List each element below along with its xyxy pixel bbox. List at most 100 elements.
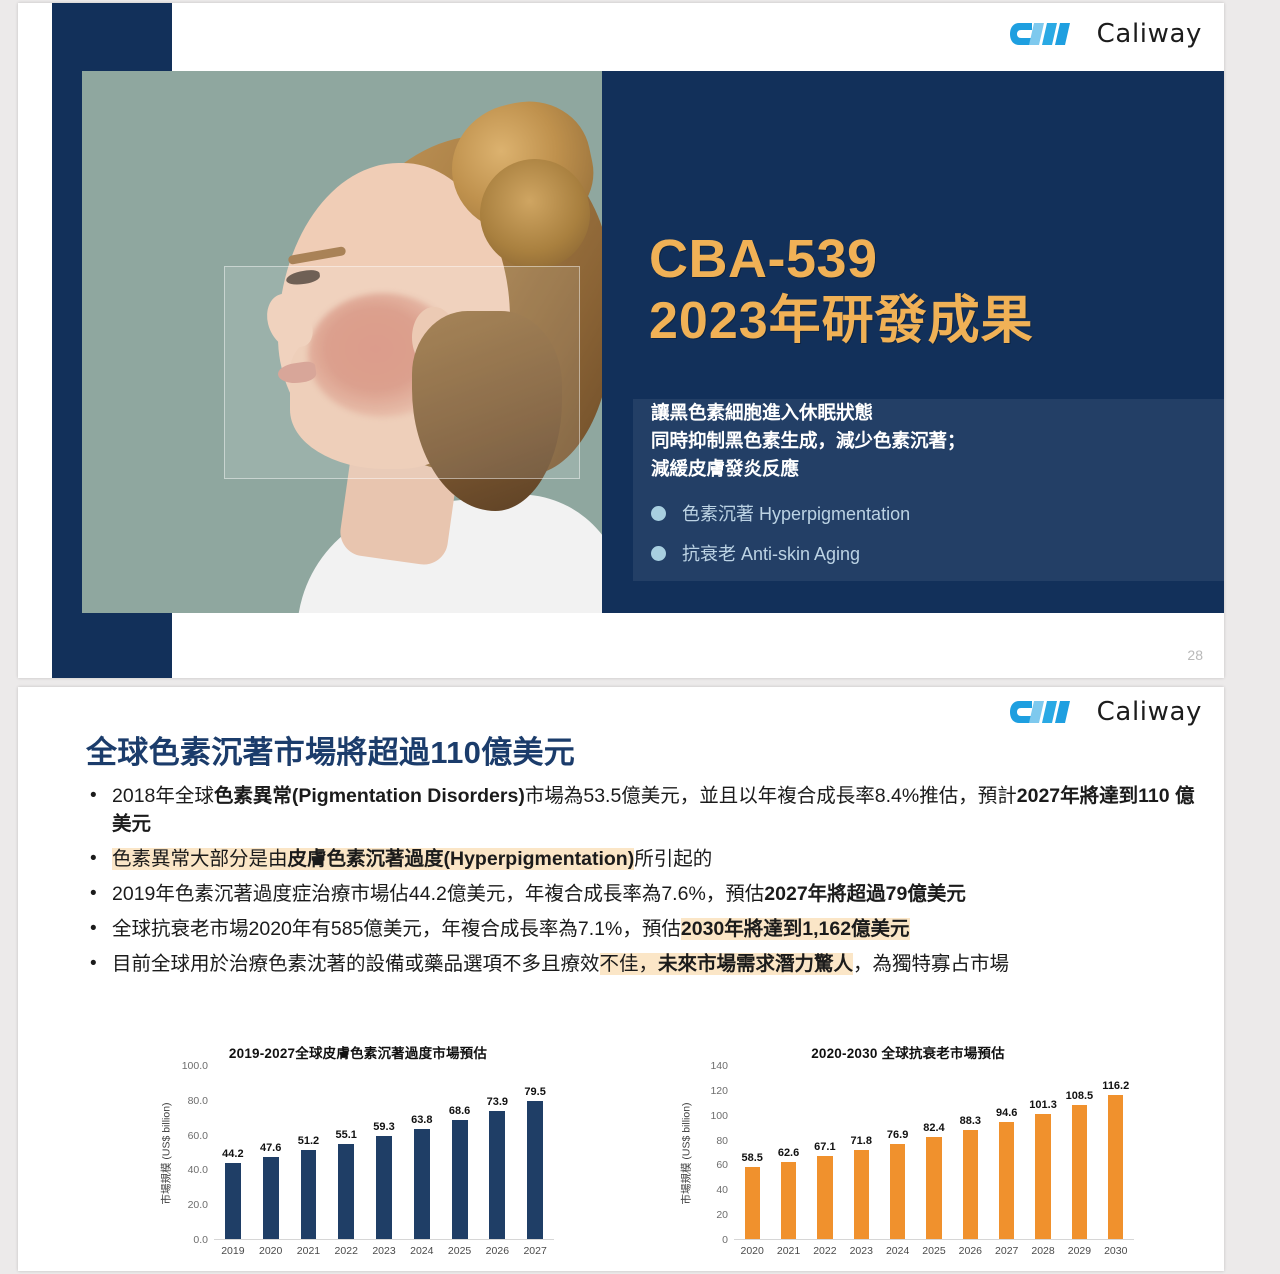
bar-value-label: 63.8 [411, 1113, 433, 1126]
bullet-text: 2019年色素沉著過度症治療市場佔44.2億美元，年複合成長率為7.6%，預估2… [112, 880, 1208, 908]
slide1-subtitle-line3: 減緩皮膚發炎反應 [651, 458, 800, 480]
bar-value-label: 88.3 [959, 1114, 982, 1127]
plot-area: 市場規模 (US$ billion) 0.0 20.0 40.0 60.0 80.0 10… [158, 1060, 558, 1262]
bar: 62.6 [778, 1147, 799, 1239]
bar: 63.8 [411, 1114, 432, 1239]
bullet-text-run: 2018年全球 [112, 785, 214, 807]
slide1-title-line2: 2023年研發成果 [649, 292, 1034, 351]
x-tick-label: 2022 [334, 1245, 358, 1257]
bar: 58.5 [741, 1152, 763, 1239]
bullet-treatment-market-2019: • 2019年色素沉著過度症治療市場佔44.2億美元，年複合成長率為7.6%，預估… [82, 880, 1208, 908]
bar: 47.6 [260, 1142, 281, 1239]
slide1-subtitle-panel [633, 399, 1224, 581]
caliway-cw-logo-icon [1009, 701, 1070, 723]
y-axis-label-text: 市場規模 (US$ billion) [680, 1101, 693, 1205]
y-tick-label: 140 [710, 1060, 728, 1072]
bullet-mark-icon: • [90, 785, 97, 806]
list-item: 抗衰老 Anti-skin Aging [651, 540, 910, 566]
bullet-mark-icon: • [90, 953, 97, 975]
bullet-mark-icon: • [90, 848, 97, 870]
plot-area: 市場規模 (US$ billion) 0 20 40 60 80 100 120 140 58… [678, 1060, 1138, 1262]
bar-value-label: 58.5 [741, 1151, 763, 1164]
bar: 88.3 [960, 1115, 981, 1239]
bar-value-label: 76.9 [886, 1128, 909, 1141]
bullet-text-run: 2019年色素沉著過度症治療市場佔44.2億美元，年複合成長率為7.6%，預估 [112, 883, 765, 906]
bullet-text-run: 不佳， [599, 953, 659, 976]
x-axis-ticks: 2020 2021 2022 2023 2024 2025 2026 2027 2028 2029… [734, 1240, 1134, 1262]
bar: 101.3 [1029, 1099, 1057, 1239]
slide1-subtitle-line1: 讓黑色素細胞進入休眠狀態 [651, 402, 874, 423]
slide1-title: CBA-539 2023年研發成果 [649, 227, 1034, 353]
y-tick-label: 0 [722, 1234, 728, 1246]
bar: 51.2 [298, 1135, 319, 1239]
bar: 94.6 [996, 1107, 1017, 1239]
bullet-text-run: 2027年將超過79億美元 [764, 883, 966, 906]
bar-value-label: 116.2 [1102, 1080, 1130, 1093]
y-tick-label: 0.0 [193, 1234, 208, 1246]
bar: 67.1 [814, 1141, 836, 1239]
bar-column: 51.2 [290, 1066, 328, 1239]
x-tick-label: 2023 [849, 1245, 873, 1257]
bullet-text-run: 色素異常(Pigmentation Disorders) [213, 785, 525, 807]
bar-value-label: 47.6 [259, 1141, 282, 1154]
y-tick-label: 60.0 [187, 1129, 208, 1142]
y-axis-ticks: 0 20 40 60 80 100 120 140 [694, 1060, 732, 1246]
bullet-cause-hyperpigmentation: • 色素異常大部分是由皮膚色素沉著過度(Hyperpigmentation)所引起… [82, 845, 1208, 873]
slide1-glass-overlay-rect [224, 266, 580, 479]
chart-title: 2019-2027全球皮膚色素沉著過度市場預估 [228, 1046, 488, 1061]
x-tick-label: 2029 [1067, 1245, 1092, 1257]
y-tick-label: 40.0 [187, 1164, 208, 1177]
y-tick-label: 40 [716, 1184, 728, 1197]
bar: 116.2 [1102, 1080, 1129, 1239]
bar-column: 63.8 [403, 1066, 441, 1239]
bar-column: 73.9 [478, 1066, 516, 1239]
caliway-cw-logo-icon [1009, 23, 1070, 45]
chart-hyperpigmentation-market: 2019-2027全球皮膚色素沉著過度市場預估 市場規模 (US$ billio… [158, 1042, 558, 1271]
x-tick-label: 2024 [410, 1245, 434, 1257]
x-tick-label: 2021 [296, 1245, 321, 1257]
x-tick-label: 2020 [740, 1245, 764, 1257]
caliway-logo: Caliway [1009, 697, 1202, 727]
y-tick-label: 100.0 [181, 1060, 208, 1072]
x-tick-label: 2030 [1104, 1245, 1128, 1257]
bar-column: 82.4 [916, 1066, 952, 1239]
x-tick-label: 2026 [485, 1245, 510, 1257]
bullet-text-run: 2027年將達到110 億美元 [112, 785, 1195, 836]
y-tick-label: 120 [710, 1084, 728, 1097]
y-tick-label: 80.0 [187, 1094, 208, 1107]
bullet-text-run: 全球抗衰老市場2020年有585億美元，年複合成長率為7.1%，預估 [112, 918, 681, 941]
x-tick-label: 2025 [922, 1245, 946, 1257]
y-axis-ticks: 0.0 20.0 40.0 60.0 80.0 100.0 [174, 1060, 212, 1246]
bar-value-label: 94.6 [995, 1107, 1018, 1120]
list-item: 色素沉著 Hyperpigmentation [651, 500, 910, 526]
bar-value-label: 62.6 [777, 1146, 800, 1159]
bullet-mark-icon: • [90, 883, 97, 905]
market-bullet-list: • 2018年全球色素異常(Pigmentation Disorders)市場為5… [82, 782, 1208, 985]
bar-value-label: 82.4 [923, 1122, 945, 1135]
bar-series: 58.5 62.6 67.1 71.8 76.9 82.4 88.3 94.6 101.3 108… [734, 1066, 1134, 1239]
y-tick-label: 20.0 [187, 1199, 208, 1212]
bullet-text: 色素異常大部分是由皮膚色素沉著過度(Hyperpigmentation)所引起的 [112, 845, 1208, 873]
bar-column: 59.3 [365, 1066, 403, 1239]
bullet-dot-icon [651, 505, 666, 521]
x-tick-label: 2019 [221, 1245, 245, 1257]
bar-series: 44.2 47.6 51.2 55.1 59.3 63.8 68.6 73.9 79.5 [214, 1066, 554, 1239]
slide1-page-number: 28 [1187, 647, 1203, 663]
bar-column: 76.9 [879, 1066, 915, 1239]
bullet-text-run: ，為獨特寡占市場 [853, 953, 1010, 976]
bar: 73.9 [487, 1096, 508, 1239]
y-axis-label: 市場規模 (US$ billion) [158, 1066, 174, 1240]
bullet-text-run: 色素異常大部分是由 [112, 848, 288, 871]
bullet-text: 目前全球用於治療色素沈著的設備或藥品選項不多且療效不佳，未來市場需求潛力驚人，為… [112, 950, 1208, 978]
bar-column: 44.2 [214, 1066, 252, 1239]
bar: 82.4 [923, 1122, 945, 1239]
bar-value-label: 44.2 [222, 1147, 244, 1160]
bar-value-label: 51.2 [297, 1135, 320, 1148]
bullet-pigmentation-disorders-market: • 2018年全球色素異常(Pigmentation Disorders)市場為5… [82, 782, 1208, 838]
slide1-title-line1: CBA-539 [649, 229, 878, 289]
bar: 59.3 [373, 1121, 395, 1239]
x-tick-label: 2028 [1031, 1245, 1055, 1257]
bar-value-label: 101.3 [1029, 1098, 1057, 1111]
bar-column: 88.3 [952, 1066, 988, 1239]
bar-value-label: 108.5 [1065, 1089, 1094, 1102]
